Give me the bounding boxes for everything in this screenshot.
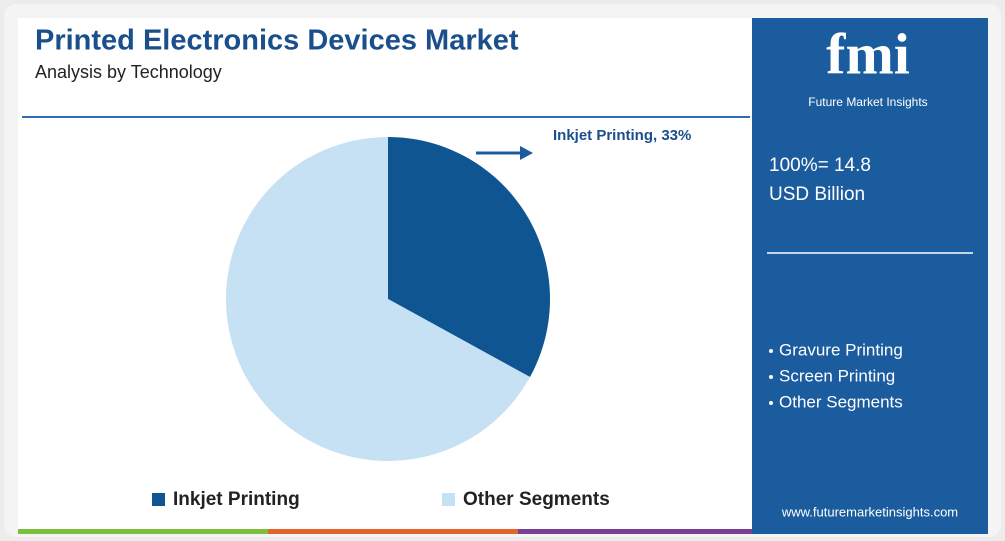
segment-item: Other Segments	[779, 392, 903, 411]
bullet	[769, 375, 773, 379]
footer-stripe	[752, 529, 988, 534]
segment-item: Gravure Printing	[779, 340, 903, 359]
chart-title: Printed Electronics Devices Market	[35, 25, 519, 57]
legend-label: Inkjet Printing	[173, 489, 300, 510]
segment-item: Screen Printing	[779, 366, 895, 385]
logo: fmi	[826, 21, 910, 86]
total-unit: USD Billion	[769, 184, 865, 205]
pie-slice	[225, 137, 530, 462]
bullet	[769, 349, 773, 353]
annotation-arrowhead	[520, 146, 533, 160]
side-panel	[752, 18, 988, 532]
bullet	[769, 401, 773, 405]
footer-stripe	[268, 529, 518, 534]
legend-swatch	[442, 493, 455, 506]
chart-subtitle: Analysis by Technology	[35, 62, 222, 82]
brand-name: Future Market Insights	[808, 95, 927, 109]
legend-swatch	[152, 493, 165, 506]
legend-label: Other Segments	[463, 489, 610, 510]
data-label: Inkjet Printing, 33%	[553, 127, 691, 144]
footer-stripe	[518, 529, 752, 534]
total-label: 100%= 14.8	[769, 155, 871, 176]
website: www.futuremarketinsights.com	[781, 504, 958, 519]
pie-slice	[388, 137, 550, 378]
footer-stripe	[18, 529, 268, 534]
